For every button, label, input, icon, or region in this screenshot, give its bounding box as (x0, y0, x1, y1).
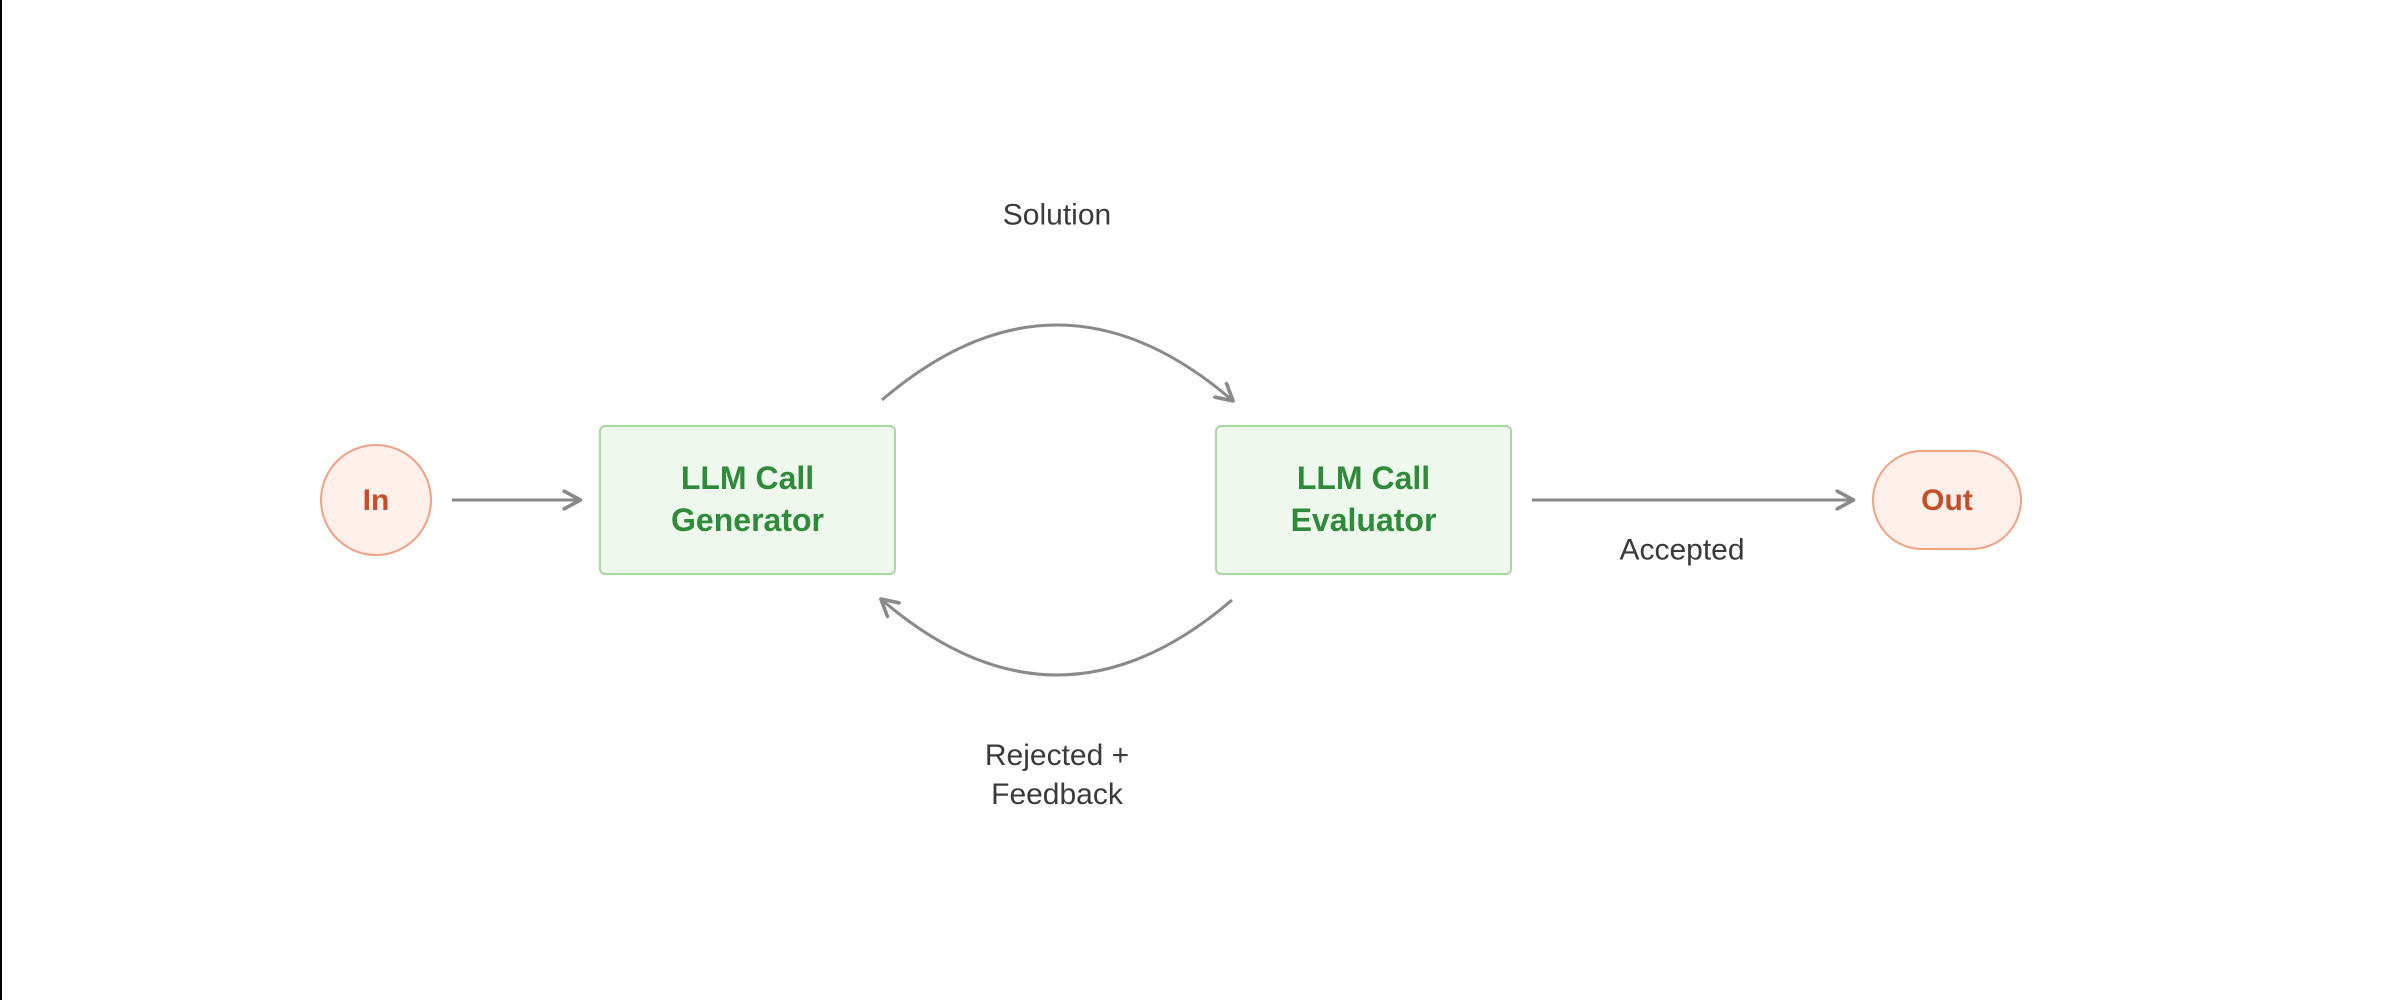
label-solution: Solution (1003, 196, 1111, 235)
edge-solution (882, 325, 1232, 400)
node-generator: LLM Call Generator (599, 425, 896, 575)
node-out-label: Out (1921, 481, 1973, 520)
node-in-label: In (363, 481, 390, 520)
label-rejected-feedback: Rejected + Feedback (985, 736, 1129, 814)
label-accepted: Accepted (1619, 531, 1744, 570)
node-generator-label: LLM Call Generator (671, 458, 824, 541)
flowchart-canvas: In LLM Call Generator LLM Call Evaluator… (0, 0, 2401, 1000)
edge-rejected-feedback (882, 600, 1232, 675)
node-evaluator: LLM Call Evaluator (1215, 425, 1512, 575)
node-out: Out (1872, 450, 2022, 550)
node-in: In (320, 444, 432, 556)
node-evaluator-label: LLM Call Evaluator (1291, 458, 1437, 541)
